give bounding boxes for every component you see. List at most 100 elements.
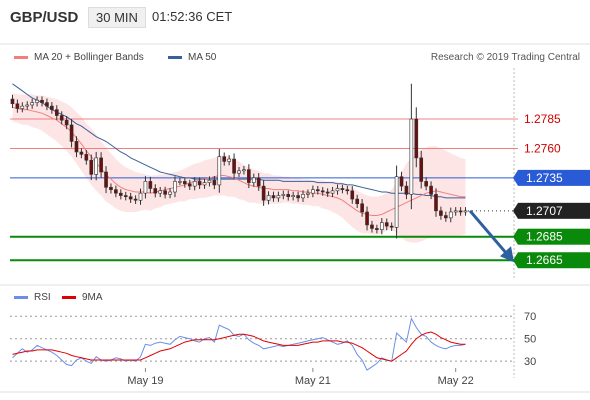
candle-body — [261, 185, 266, 201]
candle-body — [10, 98, 15, 105]
forecast-arrow-shaft — [468, 209, 510, 257]
credit-text: Research © 2019 Trading Central — [430, 52, 580, 63]
candle-body — [360, 203, 364, 213]
candle-body — [153, 188, 158, 194]
candle-body — [340, 188, 345, 190]
level-box-arrow-1.2735 — [513, 169, 518, 186]
candle-body — [242, 169, 246, 172]
candle-body — [109, 186, 113, 190]
level-box-arrow-1.2685 — [513, 228, 518, 245]
level-box-1.2707 — [518, 202, 590, 219]
rsi-swatch — [14, 295, 28, 299]
candle-body — [94, 157, 99, 175]
candle-body — [434, 194, 438, 212]
candle-body — [350, 190, 355, 200]
candle-body — [187, 183, 192, 187]
candle-body — [414, 118, 419, 159]
level-label-1.2735: 1.2735 — [526, 171, 563, 185]
ma20-line — [12, 106, 466, 216]
timeframe-badge[interactable]: 30 MIN — [88, 7, 146, 28]
candle-body — [335, 188, 340, 192]
candle-body — [419, 157, 424, 182]
candle-body — [384, 222, 389, 227]
candle-body — [212, 179, 217, 186]
chart-header: GBP/USD 30 MIN 01:52:36 CET — [0, 0, 590, 36]
candle-body — [325, 191, 330, 194]
level-box-1.2735 — [518, 169, 590, 186]
candle-body — [448, 211, 453, 219]
candle-body — [133, 198, 138, 201]
candle-body — [458, 210, 463, 213]
candle-body — [444, 215, 448, 219]
candle-body — [281, 194, 286, 196]
candle-body — [45, 102, 49, 107]
candle-body — [345, 189, 350, 192]
candle-body — [394, 176, 399, 228]
candle-body — [315, 189, 320, 192]
clock-time: 01:52:36 CET — [152, 9, 233, 24]
forecast-arrow-head — [500, 246, 514, 263]
level-box-arrow-1.2707 — [513, 202, 518, 219]
9ma-swatch — [62, 295, 76, 299]
candle-body — [138, 192, 143, 201]
candle-body — [128, 196, 133, 200]
level-box-1.2685 — [518, 228, 590, 245]
x-tick-label: May 21 — [295, 375, 331, 387]
x-tick-label: May 19 — [127, 375, 163, 387]
candle-body — [54, 109, 59, 116]
candle-body — [30, 102, 34, 106]
candle-body — [15, 103, 20, 109]
candle-body — [158, 190, 163, 194]
candle-body — [286, 194, 291, 198]
ma20-legend-label: MA 20 + Bollinger Bands — [34, 52, 144, 63]
candle-body — [251, 177, 256, 183]
candle-body — [114, 189, 118, 194]
legend-9ma: 9MA — [62, 292, 103, 303]
candle-body — [404, 185, 409, 195]
candle-body — [291, 195, 295, 198]
level-label-1.2707: 1.2707 — [526, 204, 563, 218]
symbol-title: GBP/USD — [10, 9, 79, 26]
candle-body — [375, 228, 379, 230]
candle-body — [271, 195, 276, 199]
candle-body — [227, 158, 231, 162]
candle-body — [104, 171, 108, 188]
candle-body — [40, 99, 44, 103]
legend-ma50: MA 50 — [168, 52, 216, 63]
candle-body — [306, 192, 310, 195]
rsi-9ma-line — [12, 331, 466, 362]
candle-body — [424, 181, 428, 187]
candle-body — [247, 169, 251, 183]
candle-body — [148, 181, 153, 189]
candle-body — [409, 118, 414, 195]
candle-body — [379, 222, 384, 230]
candle-body — [84, 154, 89, 161]
candle-body — [197, 181, 202, 186]
candle-body — [463, 210, 468, 213]
candle-body — [20, 105, 25, 109]
candle-body — [64, 119, 69, 126]
level-box-arrow-1.2665 — [513, 252, 518, 269]
candle-body — [178, 181, 182, 183]
candle-body — [99, 157, 103, 173]
candle-body — [399, 176, 404, 187]
candle-body — [143, 181, 148, 194]
ma50-swatch — [168, 55, 182, 59]
candle-body — [266, 195, 271, 201]
candle-body — [79, 151, 84, 155]
ma20-swatch — [14, 55, 28, 59]
candle-body — [168, 191, 172, 195]
level-label-1.2785: 1.2785 — [524, 112, 561, 126]
rsi-line — [12, 317, 466, 371]
candle-body — [50, 105, 54, 110]
level-label-1.2665: 1.2665 — [526, 253, 563, 267]
candle-body — [330, 190, 335, 194]
candle-body — [217, 156, 222, 186]
candle-body — [365, 211, 369, 226]
rsi-legend-label: RSI — [34, 292, 51, 303]
candle-body — [89, 159, 94, 175]
candle-body — [311, 189, 315, 194]
candle-body — [439, 210, 443, 216]
candle-body — [69, 124, 74, 142]
